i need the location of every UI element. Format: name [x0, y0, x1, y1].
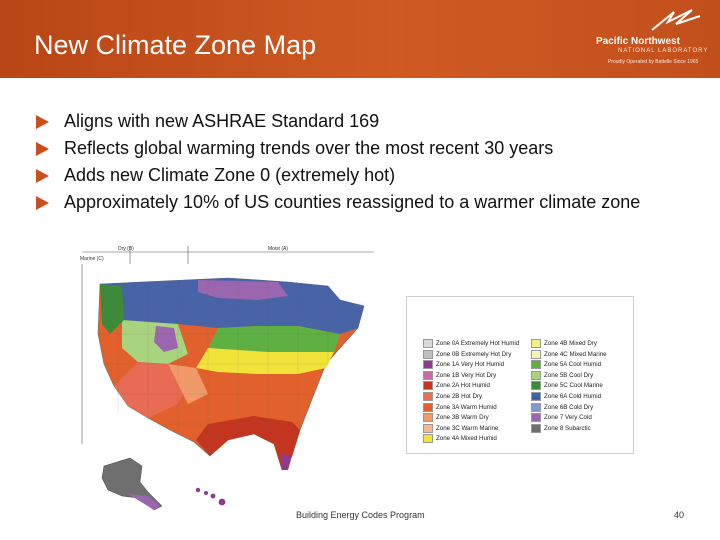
bullet-item: Reflects global warming trends over the … — [36, 135, 676, 162]
legend-swatch — [531, 423, 541, 433]
legend-label: Zone 0A Extremely Hot Humid — [436, 340, 520, 348]
legend-label: Zone 1B Very Hot Dry — [436, 371, 497, 379]
legend-item: Zone 1B Very Hot Dry — [423, 370, 527, 382]
bullet-arrow-icon — [36, 169, 49, 183]
alaska-south-region — [128, 494, 160, 510]
legend-label: Zone 0B Extremely Hot Dry — [436, 350, 512, 358]
legend-swatch — [531, 339, 541, 348]
legend-item: Zone 0A Extremely Hot Humid — [423, 339, 527, 350]
legend-item: Zone 3B Warm Dry — [423, 413, 527, 424]
legend-column-right: Zone 4B Mixed Dry Zone 4C Mixed Marine Zon… — [531, 339, 635, 434]
legend-item: Zone 0B Extremely Hot Dry — [423, 349, 527, 361]
label-marine: Marine (C) — [80, 256, 104, 262]
slide-title: New Climate Zone Map — [34, 30, 317, 60]
bullet-arrow-icon — [36, 196, 49, 210]
pnnl-logo: Pacific Northwest NATIONAL LABORATORY Pr… — [588, 8, 714, 72]
bullet-arrow-icon — [36, 142, 49, 156]
bullet-item: Adds new Climate Zone 0 (extremely hot) — [36, 162, 676, 189]
zone-very-cold-region — [198, 280, 288, 300]
legend-swatch — [423, 391, 433, 401]
legend-swatch — [531, 391, 541, 401]
label-moist: Moist (A) — [268, 246, 288, 252]
legend-label: Zone 5C Cool Marine — [544, 382, 603, 390]
header-bar: New Climate Zone Map Pacific Northwest N… — [0, 0, 720, 78]
zone-hot-humid-region — [196, 416, 300, 470]
zone-very-hot-humid-region — [282, 454, 292, 470]
legend-label: Zone 5A Cool Humid — [544, 361, 602, 369]
logo-name: Pacific Northwest — [596, 36, 680, 47]
legend-item: Zone 4A Mixed Humid — [423, 434, 527, 445]
page-number: 40 — [674, 510, 685, 520]
county-grid — [98, 279, 363, 454]
legend-swatch — [531, 413, 541, 423]
legend-swatch — [531, 381, 541, 391]
legend-item: Zone 2B Hot Dry — [423, 391, 527, 403]
legend-swatch — [531, 370, 541, 380]
hawaii-region — [195, 487, 226, 506]
legend-swatch — [423, 434, 433, 444]
legend-label: Zone 3B Warm Dry — [436, 414, 489, 422]
legend-label: Zone 6B Cold Dry — [544, 403, 594, 411]
zone-mixed-humid-region — [196, 348, 334, 374]
legend-item: Zone 7 Very Cold — [531, 413, 635, 424]
legend-swatch — [423, 370, 433, 380]
legend-label: Zone 3A Warm Humid — [436, 403, 497, 411]
legend-label: Zone 4A Mixed Humid — [436, 435, 497, 443]
legend-label: Zone 7 Very Cold — [544, 414, 592, 422]
legend-swatch — [531, 360, 541, 370]
legend-swatch — [531, 349, 541, 359]
legend-label: Zone 4B Mixed Dry — [544, 340, 597, 348]
logo-lab: NATIONAL LABORATORY — [618, 48, 709, 54]
legend-label: Zone 6A Cold Humid — [544, 393, 602, 401]
legend-swatch — [423, 339, 433, 348]
legend-swatch — [423, 381, 433, 391]
legend-item: Zone 5C Cool Marine — [531, 381, 635, 392]
legend-label: Zone 2A Hot Humid — [436, 382, 490, 390]
logo-tagline: Proudly Operated by Battelle Since 1965 — [608, 59, 699, 65]
legend-swatch — [423, 413, 433, 423]
logo-swoosh-icon — [651, 9, 701, 31]
legend-item: Zone 1A Very Hot Humid — [423, 360, 527, 371]
legend-item: Zone 4B Mixed Dry — [531, 339, 635, 350]
legend-swatch — [423, 349, 433, 359]
legend-swatch — [531, 402, 541, 412]
legend-label: Zone 8 Subarctic — [544, 424, 591, 432]
legend-swatch — [423, 423, 433, 433]
legend-label: Zone 3C Warm Marine — [436, 424, 499, 432]
zone-hot-dry-region — [114, 362, 188, 418]
climate-zone-map: Dry (B) Moist (A) Marine (C) — [80, 246, 374, 511]
legend-swatch — [423, 402, 433, 412]
climate-zone-legend: Zone 0A Extremely Hot Humid Zone 0B Extre… — [406, 296, 634, 454]
legend-column-left: Zone 0A Extremely Hot Humid Zone 0B Extre… — [423, 339, 527, 445]
bullet-item: Aligns with new ASHRAE Standard 169 — [36, 108, 676, 135]
legend-label: Zone 1A Very Hot Humid — [436, 361, 505, 369]
bullet-arrow-icon — [36, 115, 49, 129]
legend-item: Zone 5A Cool Humid — [531, 360, 635, 371]
footer-program: Building Energy Codes Program — [296, 510, 425, 520]
legend-item: Zone 6A Cold Humid — [531, 391, 635, 403]
legend-item: Zone 2A Hot Humid — [423, 381, 527, 392]
legend-item: Zone 3A Warm Humid — [423, 402, 527, 414]
legend-item: Zone 6B Cold Dry — [531, 402, 635, 414]
legend-swatch — [423, 360, 433, 370]
legend-item: Zone 4C Mixed Marine — [531, 349, 635, 361]
label-dry: Dry (B) — [118, 246, 134, 252]
legend-item: Zone 3C Warm Marine — [423, 423, 527, 435]
bullet-item: Approximately 10% of US counties reassig… — [36, 189, 676, 216]
legend-label: Zone 2B Hot Dry — [436, 393, 483, 401]
legend-label: Zone 5B Cool Dry — [544, 371, 594, 379]
bullet-list: Aligns with new ASHRAE Standard 169 Refl… — [36, 108, 676, 216]
zone-cool-humid-region — [208, 326, 340, 354]
legend-item: Zone 8 Subarctic — [531, 423, 635, 435]
zone-mountain-region — [154, 326, 178, 352]
legend-label: Zone 4C Mixed Marine — [544, 350, 607, 358]
legend-item: Zone 5B Cool Dry — [531, 370, 635, 382]
